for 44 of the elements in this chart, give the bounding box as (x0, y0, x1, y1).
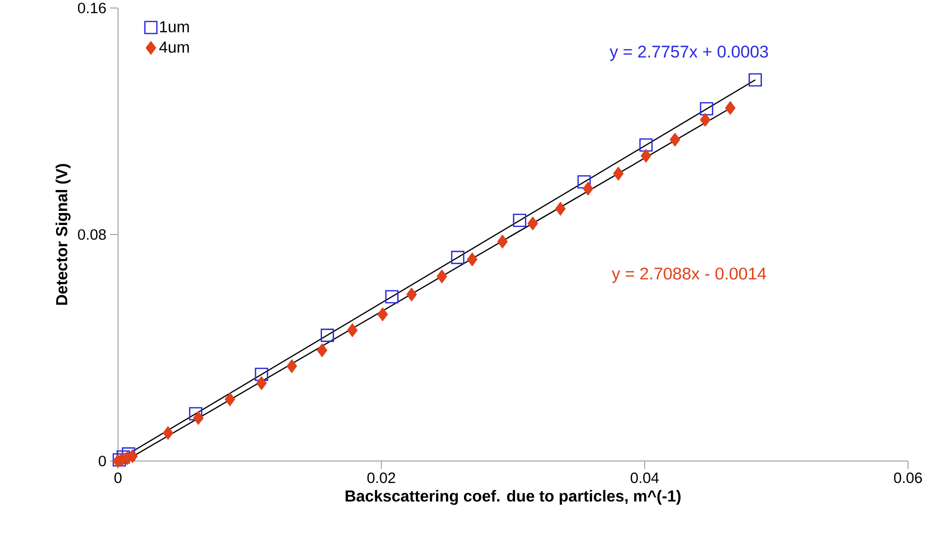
annotation: y = 2.7757x + 0.0003 (610, 46, 768, 61)
point (640, 149, 652, 162)
x-tick-label: 0 (114, 472, 122, 484)
point (347, 324, 358, 337)
point (467, 252, 478, 266)
point (670, 133, 680, 146)
point (528, 216, 538, 230)
point (127, 450, 138, 463)
point (436, 270, 448, 284)
point (254, 368, 268, 382)
point (613, 166, 624, 180)
point (700, 102, 714, 116)
legend-label: 4um (159, 42, 189, 53)
point (512, 214, 526, 227)
x-tick-label: 0.04 (630, 472, 659, 484)
point (378, 308, 388, 321)
point (555, 202, 566, 216)
point (189, 407, 202, 420)
point (700, 113, 710, 126)
point (577, 175, 591, 188)
legend-label: 1um (160, 21, 189, 32)
point (385, 290, 399, 304)
point (406, 288, 417, 302)
point (451, 250, 464, 264)
point (193, 411, 204, 425)
y-tick-label: 0 (98, 456, 106, 466)
point (256, 376, 267, 390)
point (320, 328, 334, 342)
x-tick-label: 0.02 (367, 472, 396, 484)
x-axis-title: Backscattering coef. due to particles, m^(-1) (346, 490, 681, 505)
point (497, 234, 508, 248)
point (286, 360, 297, 373)
annotation: y = 2.7088x - 0.0014 (612, 268, 766, 283)
y-tick-label: 0.16 (78, 2, 106, 14)
point (748, 73, 762, 87)
point (316, 344, 328, 357)
y-tick-label: 0.08 (78, 229, 106, 240)
point (725, 101, 736, 115)
y-axis-title: Detector Signal (V) (56, 164, 71, 305)
point (224, 392, 236, 406)
point (162, 426, 174, 440)
point (582, 182, 594, 196)
point (639, 138, 653, 152)
x-tick-label: 0.06 (894, 472, 922, 484)
